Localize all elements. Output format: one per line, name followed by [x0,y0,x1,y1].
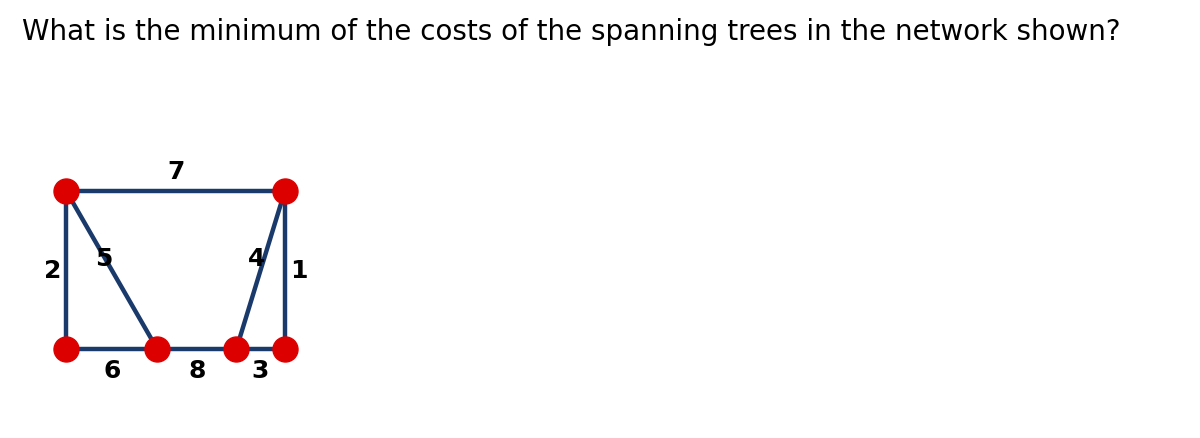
Text: 1: 1 [290,259,307,283]
Text: 3: 3 [252,358,269,382]
Text: 2: 2 [44,259,61,283]
Text: 6: 6 [103,358,120,382]
Text: 5: 5 [95,246,113,270]
Text: 7: 7 [167,159,185,184]
Text: What is the minimum of the costs of the spanning trees in the network shown?: What is the minimum of the costs of the … [22,18,1121,46]
Text: 8: 8 [188,358,205,382]
Text: 4: 4 [248,246,265,270]
